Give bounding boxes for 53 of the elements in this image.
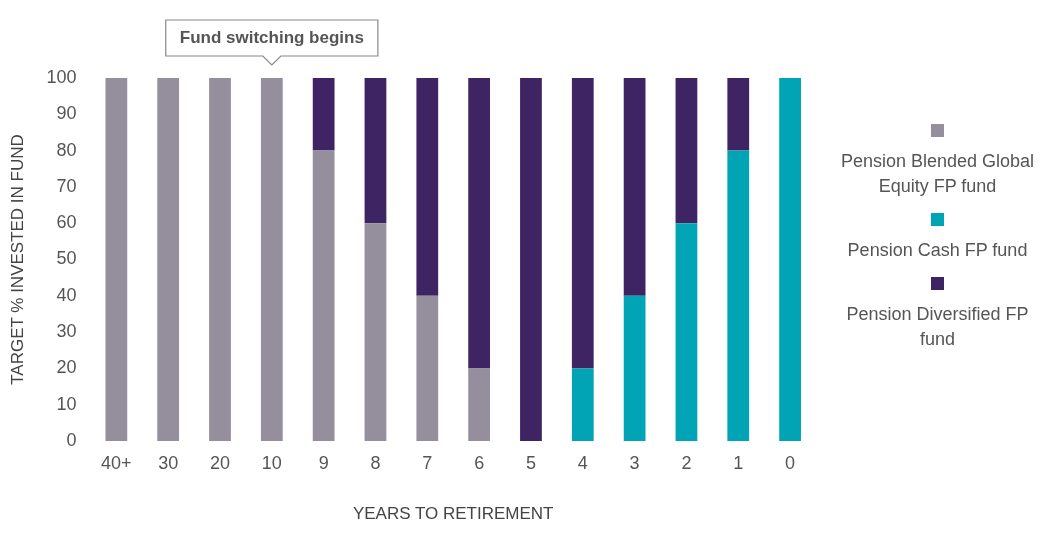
bar xyxy=(364,223,387,441)
bar xyxy=(520,78,542,441)
bar xyxy=(416,78,439,296)
x-tick-label: 4 xyxy=(577,452,588,473)
bar xyxy=(416,295,439,441)
y-tick-label: 20 xyxy=(56,357,77,378)
x-tick-label: 0 xyxy=(785,452,796,473)
bar xyxy=(209,78,231,441)
y-tick-label: 90 xyxy=(56,103,77,124)
bar xyxy=(571,78,594,369)
x-tick-label: 10 xyxy=(261,452,282,473)
x-tick-label: 7 xyxy=(422,452,433,473)
legend-label: Pension Blended Global Equity FP fund xyxy=(839,149,1036,198)
bar xyxy=(727,150,750,441)
bar xyxy=(157,78,180,441)
y-tick-label: 60 xyxy=(56,212,77,233)
legend-label: Pension Diversified FP fund xyxy=(845,302,1030,351)
bar xyxy=(623,295,646,441)
x-tick-label: 20 xyxy=(209,452,231,473)
bar xyxy=(675,223,698,441)
x-tick-label: 5 xyxy=(525,452,536,473)
bar xyxy=(779,78,801,441)
bar xyxy=(105,78,128,441)
x-tick-label: 9 xyxy=(318,452,329,473)
y-tick-label: 40 xyxy=(56,284,77,305)
bar xyxy=(727,78,750,151)
y-tick-label: 100 xyxy=(46,66,77,87)
x-tick-label: 6 xyxy=(474,452,485,473)
legend-label: Pension Cash FP fund xyxy=(847,238,1028,262)
x-tick-label: 2 xyxy=(681,452,692,473)
y-tick-label: 50 xyxy=(56,248,77,269)
x-tick-label: 40+ xyxy=(101,452,132,473)
x-tick-label: 30 xyxy=(158,452,179,473)
bar xyxy=(468,368,491,441)
x-tick-label: 8 xyxy=(370,452,381,473)
x-tick-label: 3 xyxy=(629,452,640,473)
bar xyxy=(364,78,387,224)
bar xyxy=(571,368,594,441)
y-axis-title: TARGET % INVESTED IN FUND xyxy=(7,134,27,385)
y-tick-label: 10 xyxy=(56,393,77,414)
bar xyxy=(260,78,283,441)
y-tick-label: 70 xyxy=(56,175,77,196)
y-tick-label: 0 xyxy=(66,429,77,450)
bar xyxy=(675,78,698,224)
y-tick-label: 80 xyxy=(56,139,77,160)
y-tick-label: 30 xyxy=(56,321,77,342)
bar xyxy=(468,78,491,369)
x-axis-title: YEARS TO RETIREMENT xyxy=(352,504,554,524)
bar xyxy=(312,150,335,441)
annotation: Fund switching begins xyxy=(179,27,364,47)
x-tick-label: 1 xyxy=(733,452,744,473)
bar xyxy=(623,78,646,296)
bar xyxy=(312,78,335,151)
